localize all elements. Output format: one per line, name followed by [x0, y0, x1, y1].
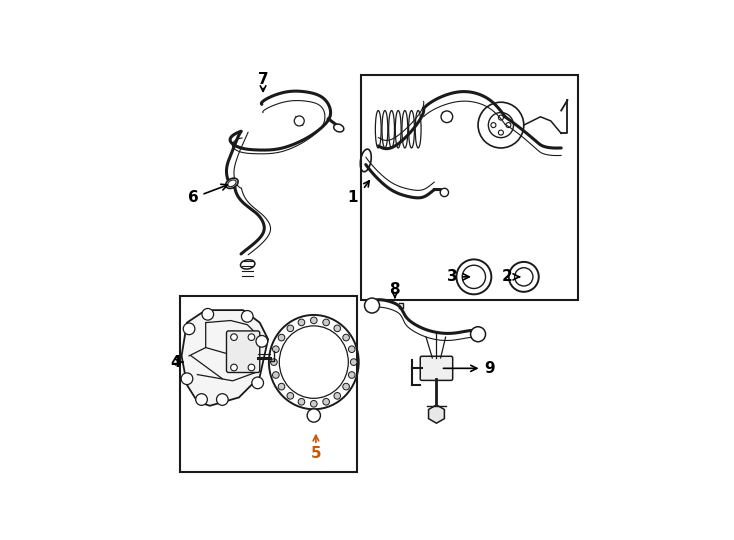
- Text: 7: 7: [258, 72, 269, 87]
- Circle shape: [202, 308, 214, 320]
- Text: 5: 5: [310, 446, 321, 461]
- Text: 2: 2: [502, 269, 519, 285]
- Circle shape: [334, 325, 341, 332]
- Circle shape: [343, 334, 349, 341]
- Polygon shape: [429, 405, 444, 423]
- Circle shape: [323, 399, 330, 405]
- Circle shape: [217, 394, 228, 406]
- Circle shape: [440, 188, 448, 197]
- Circle shape: [350, 359, 357, 366]
- Circle shape: [298, 319, 305, 326]
- Ellipse shape: [241, 260, 255, 269]
- Circle shape: [252, 377, 264, 389]
- Text: 6: 6: [188, 184, 228, 205]
- Bar: [180, 295, 357, 472]
- Circle shape: [248, 364, 255, 371]
- Bar: [361, 75, 578, 300]
- Circle shape: [256, 335, 268, 347]
- FancyBboxPatch shape: [421, 356, 453, 380]
- Circle shape: [365, 298, 379, 313]
- Circle shape: [230, 334, 237, 341]
- Ellipse shape: [225, 178, 238, 188]
- Circle shape: [241, 310, 253, 322]
- Circle shape: [184, 323, 195, 335]
- Circle shape: [441, 111, 453, 123]
- Circle shape: [310, 401, 317, 407]
- Circle shape: [230, 364, 237, 371]
- Circle shape: [310, 317, 317, 323]
- Circle shape: [278, 383, 285, 390]
- Circle shape: [307, 409, 321, 422]
- Circle shape: [287, 325, 294, 332]
- Circle shape: [278, 334, 285, 341]
- Circle shape: [196, 394, 208, 406]
- Polygon shape: [181, 310, 268, 406]
- Circle shape: [470, 327, 485, 342]
- Circle shape: [248, 334, 255, 341]
- Text: 4: 4: [170, 355, 181, 369]
- Circle shape: [272, 346, 279, 353]
- Circle shape: [271, 359, 277, 366]
- Text: 9: 9: [443, 361, 495, 376]
- Circle shape: [343, 383, 349, 390]
- Text: 1: 1: [347, 191, 357, 205]
- Circle shape: [272, 372, 279, 379]
- Circle shape: [181, 373, 193, 384]
- Circle shape: [323, 319, 330, 326]
- Circle shape: [287, 393, 294, 399]
- Text: 8: 8: [390, 282, 400, 297]
- Circle shape: [349, 346, 355, 353]
- Circle shape: [298, 399, 305, 405]
- Circle shape: [294, 116, 304, 126]
- FancyBboxPatch shape: [227, 331, 260, 373]
- Ellipse shape: [334, 124, 344, 132]
- Circle shape: [334, 393, 341, 399]
- Text: 3: 3: [446, 269, 469, 285]
- Circle shape: [349, 372, 355, 379]
